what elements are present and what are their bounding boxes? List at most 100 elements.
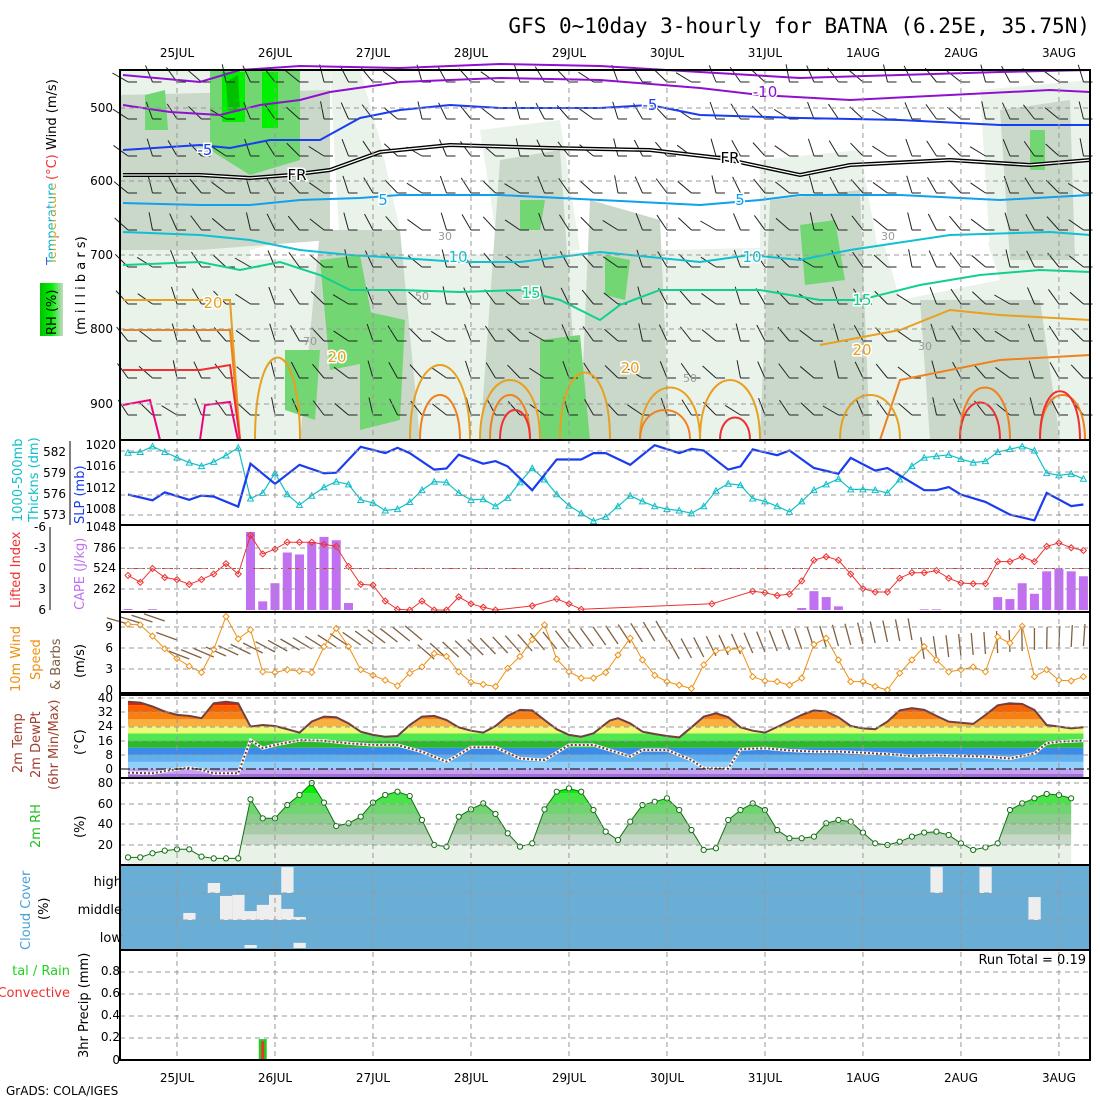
wind-barb-staff [774,145,790,157]
wind-barb-staff [236,366,251,379]
wind-barb [636,249,652,268]
wind-barb-staff [384,179,398,194]
wind-barb [535,102,554,120]
rh-marker [284,801,291,809]
temperature-axis-title: Temperature [45,183,60,266]
wind-barb-staff [971,255,986,268]
thickness-marker [442,478,451,486]
thickness-axis-title: 1000-500mb [11,438,26,522]
thickness-marker [920,453,929,461]
pressure-tick: 700 [90,248,113,262]
wind-barb-staff [464,360,472,379]
wind-barb [441,249,456,268]
wind-barb-staff [602,220,619,231]
wind-barb-staff [807,102,815,120]
wind-barb [407,255,431,268]
rh2m-axis-title: 2m RH [29,804,44,848]
rh-shade-dark [226,75,240,112]
wind-barb-staff [1046,216,1060,231]
wind-barb [994,294,1019,305]
wind-barb [312,363,333,379]
thickness-marker [1042,469,1051,477]
li-marker [565,600,573,608]
wind-barb [775,181,799,194]
wind10m-barb [856,622,864,645]
wind-speed-marker [797,674,806,682]
wind-barb [907,212,921,231]
thickness-marker [344,480,353,488]
wind-barb-staff [852,251,864,268]
cape-bar [1078,576,1088,610]
wind-barb-staff [1048,325,1060,342]
li-marker [834,556,843,564]
wind-speed-marker [908,656,916,664]
thickness-marker [675,506,684,514]
cape-bar [343,603,353,610]
thickness-marker [356,495,365,503]
rh-marker [235,855,242,862]
rh-shade-green [285,350,320,420]
wind-barb-staff [388,362,398,379]
li-marker [283,538,291,546]
wind-barb [308,146,333,157]
wind-barb-staff [1024,177,1035,194]
wind-barb-staff [732,176,741,194]
li-marker [920,568,928,577]
wind10m-barb [367,629,386,644]
thickness-marker [1067,469,1076,477]
wind-barb [947,143,970,157]
wind-barb-staff [1027,323,1035,342]
wind-barb [460,177,480,194]
wind-barb-staff [561,324,570,342]
wind-barb [190,215,211,231]
thickness-marker [148,442,157,450]
cloud-bar-high [979,867,992,893]
wind-barb [655,178,676,194]
wind-barb [461,214,480,231]
wind-barb-staff [799,366,815,379]
wind-barb-staff [897,366,913,379]
li-marker [210,570,218,578]
wind-speed-marker [185,662,193,670]
wind-barb-staff [269,323,276,342]
cloud-bar-low [293,942,306,948]
wind-barb-staff [285,106,300,120]
wind10m-barb [882,620,889,643]
cape-tick: 1048 [85,520,116,534]
thickness-marker [552,490,561,498]
rh-shade-gray [1000,100,1075,260]
wind-speed-marker [1055,676,1063,684]
wind-barb-staff [578,108,594,120]
rh-marker [823,820,830,827]
wind10m-barb [442,641,460,658]
wind-barb-staff [287,215,300,231]
wind-barb [806,65,823,83]
thickness-tick: 576 [43,487,66,501]
wind10m-barb [743,632,754,654]
wind-barb-staff [367,360,374,379]
wind-barb-staff [139,402,153,416]
wind-speed-marker [981,668,990,676]
wind-barb-staff [504,183,521,194]
wind-barb-staff [340,102,349,120]
temperature-contour-arch [959,401,1001,441]
wind-barb [387,325,407,342]
wind-barb [439,175,456,194]
wind-barb [579,180,603,194]
wind10m-barb [168,650,190,660]
wind-barb-staff [604,365,619,379]
wind-barb-staff [948,179,962,194]
contour-label: FR [720,149,739,167]
wind-barb-staff [808,175,815,194]
wind-barb-staff [309,218,325,231]
rh-marker [1019,800,1026,807]
wind-barb [269,323,284,342]
wind-barb [700,220,725,231]
cloud-bar-high [281,867,294,893]
thickness-marker [981,457,990,465]
wind-barb-staff [333,330,349,342]
wind-barb-staff [952,398,962,416]
wind-barb-staff [187,69,202,83]
wind-barb-staff [288,252,300,268]
wind-barb [971,291,995,305]
